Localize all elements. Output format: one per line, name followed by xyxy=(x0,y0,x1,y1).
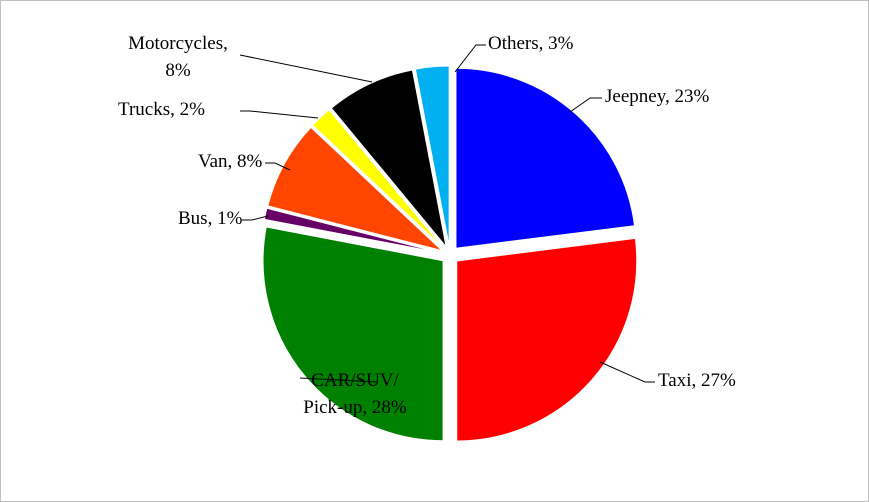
slice-label-line: Taxi, 27% xyxy=(658,370,736,391)
slice-label-line: CAR/SUV/ xyxy=(311,370,399,391)
pie-slice xyxy=(456,237,638,442)
slice-label-line: Others, 3% xyxy=(488,33,574,54)
slice-label: Taxi, 27% xyxy=(658,370,736,391)
slice-label-line: 8% xyxy=(165,60,191,81)
pie-slice xyxy=(311,109,445,249)
leader-line xyxy=(265,162,291,171)
leader-line xyxy=(242,215,269,221)
slice-label: Van, 8% xyxy=(198,151,263,172)
slice-label-line: Motorcycles, xyxy=(128,33,228,54)
pie-slice xyxy=(262,226,444,442)
slice-label: Others, 3% xyxy=(488,33,574,54)
slice-label: Jeepney, 23% xyxy=(605,86,709,107)
leader-line xyxy=(299,377,378,383)
leader-line xyxy=(239,54,373,83)
slice-label-line: Van, 8% xyxy=(198,151,263,172)
slice-label-line: Jeepney, 23% xyxy=(605,86,709,107)
leader-line xyxy=(599,361,655,383)
slice-label: Trucks, 2% xyxy=(118,99,205,120)
pie-slice xyxy=(455,67,636,249)
slice-label: Motorcycles, 8% xyxy=(128,33,228,81)
slice-label: Bus, 1% xyxy=(178,208,243,229)
slice-label-line: Bus, 1% xyxy=(178,208,243,229)
slice-label-line: Pick-up, 28% xyxy=(303,397,407,418)
leader-line xyxy=(569,97,602,113)
pie-slice xyxy=(414,65,450,247)
pie-slice xyxy=(263,207,442,254)
leader-line xyxy=(454,44,486,73)
slice-label: CAR/SUV/Pick-up, 28% xyxy=(303,370,407,418)
pie-slice xyxy=(267,126,443,252)
leader-line xyxy=(240,110,319,119)
pie-slice xyxy=(330,69,447,248)
slice-label-line: Trucks, 2% xyxy=(118,99,205,120)
